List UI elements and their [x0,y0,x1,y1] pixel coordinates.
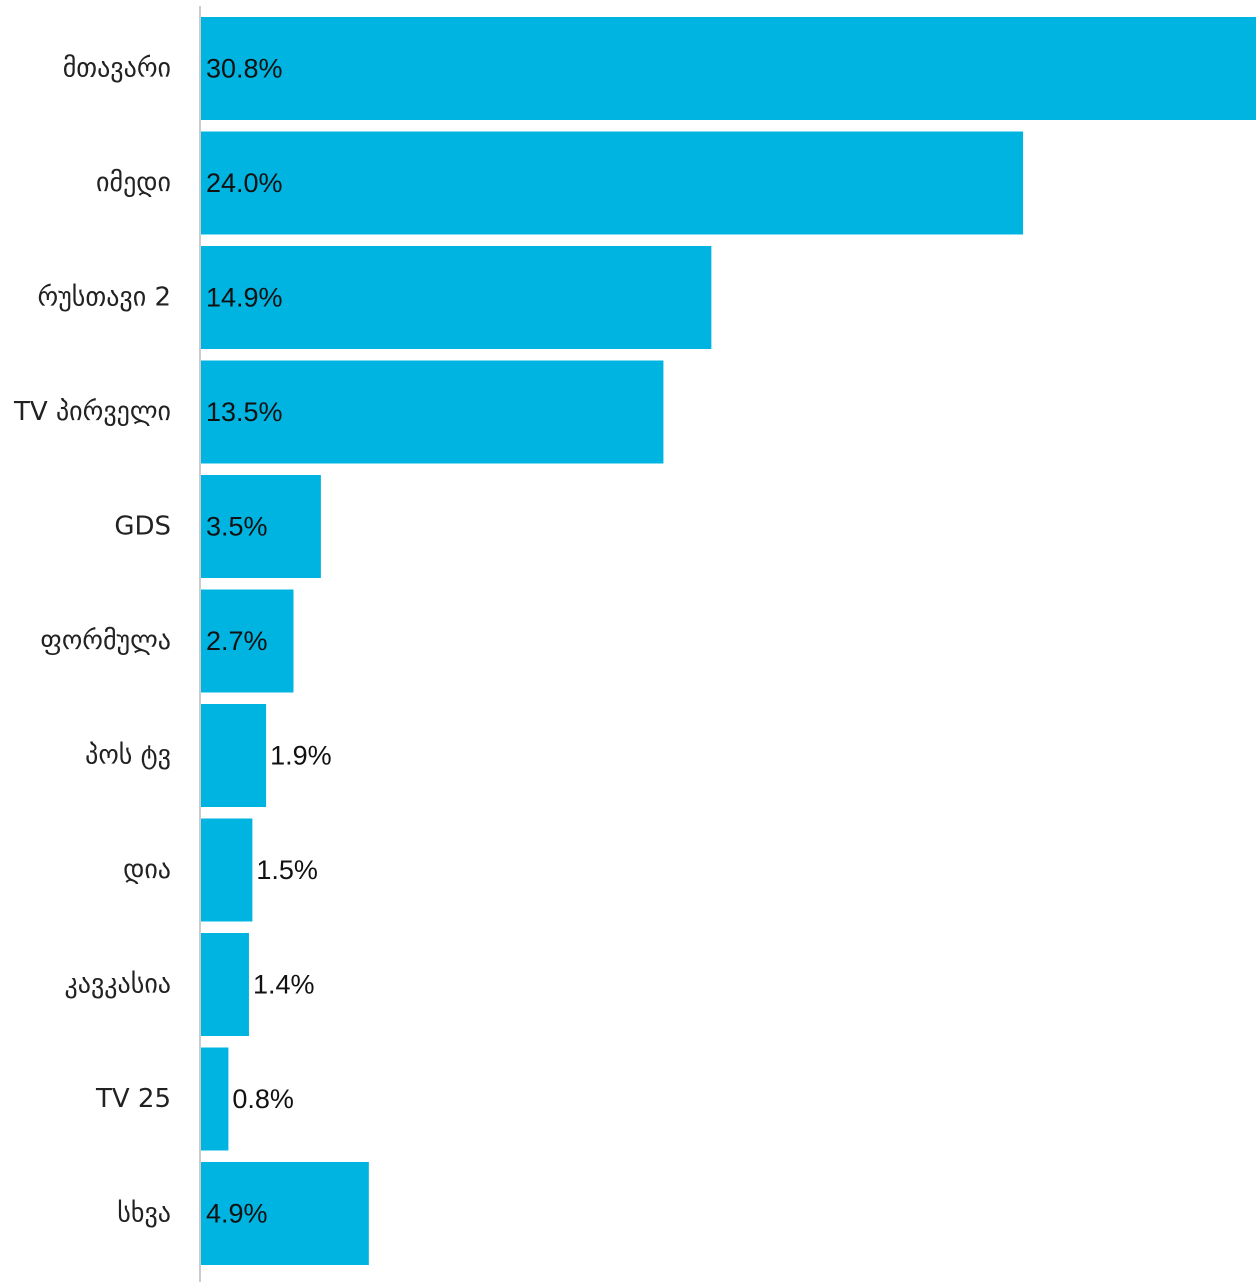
bars-layer [201,17,1256,1265]
category-label: რუსთავი 2 [38,283,171,313]
category-label: სხვა [117,1199,171,1229]
category-label: TV 25 [95,1084,171,1114]
value-label: 1.4% [253,970,315,1000]
value-label: 0.8% [232,1084,294,1114]
category-label: GDS [114,512,171,542]
category-label: ფორმულა [40,626,171,656]
bar-6 [201,704,267,807]
bar-1 [201,131,1024,235]
bar-5 [201,589,294,693]
bar-8 [201,933,249,1036]
category-label: პოს ტვ [85,741,171,771]
value-label: 13.5% [206,397,283,427]
category-label: კავკასია [64,970,171,1000]
category-label: TV პირველი [13,397,171,427]
value-label: 14.9% [206,283,283,313]
category-label: დია [123,855,171,885]
bar-10 [201,1162,369,1265]
category-label: მთავარი [63,54,171,84]
value-label: 3.5% [206,512,268,542]
value-label: 2.7% [206,626,268,656]
value-label: 1.5% [256,855,318,885]
bar-7 [201,818,253,922]
value-label: 24.0% [206,168,283,198]
value-label: 30.8% [206,54,283,84]
bar-3 [201,360,664,464]
bar-9 [201,1047,229,1151]
bar-0 [201,17,1256,120]
bar-4 [201,475,321,578]
category-label: იმედი [96,168,171,198]
value-label: 1.9% [270,741,332,771]
bar-2 [201,246,712,349]
category-labels: მთავარი იმედი რუსთავი 2 TV პირველი GDS ფორმულ… [13,54,171,1229]
value-label: 4.9% [206,1199,268,1229]
value-labels: 30.8% 24.0% 14.9% 13.5% 3.5% 2.7% 1.9% 1.5% 1.4%… [206,54,332,1229]
